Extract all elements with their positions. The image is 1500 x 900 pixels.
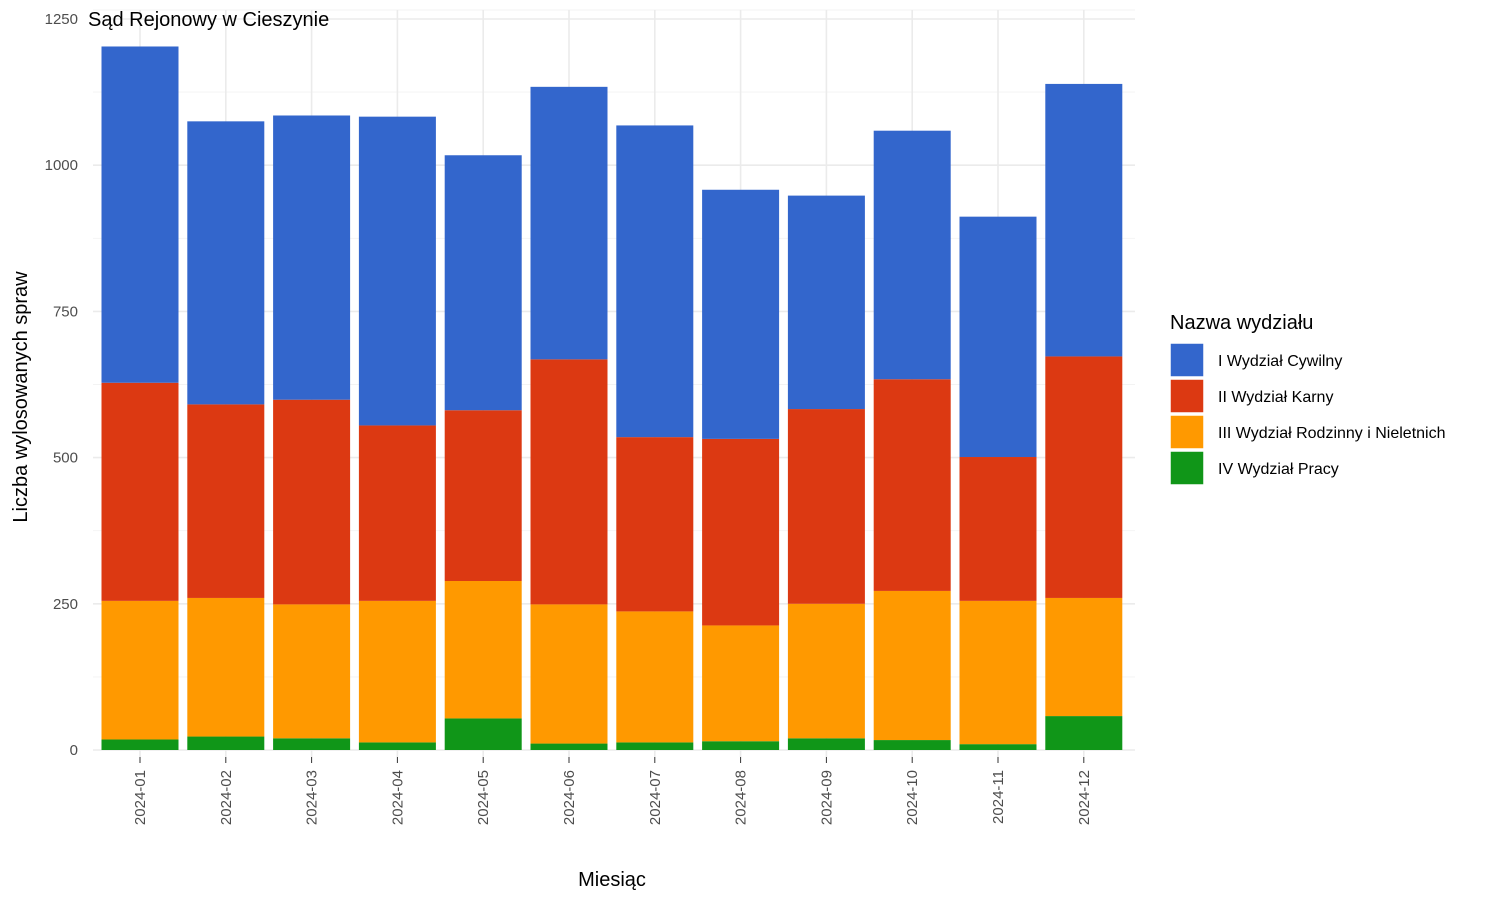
bar-segment bbox=[187, 404, 265, 598]
bar-segment bbox=[358, 425, 436, 601]
x-tick-label: 2024-01 bbox=[132, 770, 149, 825]
bar-segment bbox=[101, 46, 179, 383]
bar-segment bbox=[873, 379, 951, 591]
y-tick-label: 750 bbox=[53, 303, 78, 320]
x-tick-label: 2024-09 bbox=[818, 770, 835, 825]
bar-segment bbox=[702, 625, 780, 742]
x-tick-label: 2024-08 bbox=[733, 770, 750, 825]
bar-segment bbox=[873, 130, 951, 380]
x-tick-label: 2024-03 bbox=[304, 770, 321, 825]
bar-segment bbox=[273, 604, 351, 739]
y-tick-label: 250 bbox=[53, 596, 78, 613]
x-tick-label: 2024-11 bbox=[990, 770, 1007, 824]
bar-segment bbox=[873, 590, 951, 741]
legend-label: IV Wydział Pracy bbox=[1218, 461, 1339, 478]
legend-title: Nazwa wydziału bbox=[1170, 312, 1313, 334]
bar-segment bbox=[787, 409, 865, 604]
x-tick-label: 2024-05 bbox=[475, 770, 492, 825]
bar-segment bbox=[616, 611, 694, 743]
bar-segment bbox=[1045, 597, 1123, 717]
bar-segment bbox=[616, 125, 694, 438]
bar-segment bbox=[1045, 83, 1123, 357]
x-tick-label: 2024-02 bbox=[218, 770, 235, 825]
y-tick-label: 0 bbox=[70, 742, 78, 759]
legend-swatch bbox=[1169, 378, 1205, 414]
bar-segment bbox=[959, 457, 1037, 601]
y-axis-ticks: 0 250 500 750 1000 1250 bbox=[45, 11, 78, 759]
bar-segment bbox=[444, 718, 522, 750]
legend-swatch bbox=[1169, 342, 1205, 378]
bar-segment bbox=[787, 738, 865, 750]
x-tick-label: 2024-12 bbox=[1076, 770, 1093, 825]
bar-segment bbox=[101, 382, 179, 601]
y-axis-title: Liczba wylosowanych spraw bbox=[10, 271, 32, 523]
bar-segment bbox=[444, 155, 522, 411]
bar-segment bbox=[358, 116, 436, 426]
legend-label: I Wydział Cywilny bbox=[1218, 353, 1342, 370]
x-tick-label: 2024-07 bbox=[647, 770, 664, 825]
bar-segment bbox=[1045, 356, 1123, 598]
bar-segment bbox=[702, 438, 780, 626]
bar-segment bbox=[616, 742, 694, 750]
x-axis-title: Miesiąc bbox=[578, 869, 646, 891]
bar-segment bbox=[101, 600, 179, 740]
bar-segment bbox=[959, 744, 1037, 750]
bar-segment bbox=[187, 121, 265, 405]
bar-segment bbox=[273, 738, 351, 750]
bar-segment bbox=[187, 597, 265, 737]
x-tick-label: 2024-06 bbox=[561, 770, 578, 825]
bar-segment bbox=[959, 216, 1037, 458]
legend-label: II Wydział Karny bbox=[1218, 389, 1333, 406]
legend-items: I Wydział Cywilny II Wydział Karny III Wyd… bbox=[1169, 342, 1446, 486]
bar-segment bbox=[787, 195, 865, 410]
bar-segment bbox=[358, 742, 436, 750]
bar-segment bbox=[530, 86, 608, 360]
bar-segment bbox=[530, 359, 608, 605]
bar-segment bbox=[101, 739, 179, 750]
bar-segment bbox=[787, 603, 865, 739]
legend: Nazwa wydziału I Wydział Cywilny II Wydzi… bbox=[1169, 312, 1446, 486]
bar-segment bbox=[273, 399, 351, 605]
bar-segment bbox=[616, 437, 694, 612]
legend-swatch bbox=[1169, 414, 1205, 450]
bar-segment bbox=[187, 736, 265, 750]
bar-segment bbox=[1045, 716, 1123, 750]
bar-segment bbox=[530, 743, 608, 750]
bar-segment bbox=[358, 600, 436, 743]
x-tick-label: 2024-10 bbox=[904, 770, 921, 825]
x-tick-label: 2024-04 bbox=[389, 770, 406, 825]
bars bbox=[101, 46, 1123, 750]
legend-label: III Wydział Rodzinny i Nieletnich bbox=[1218, 425, 1446, 442]
bar-segment bbox=[273, 115, 351, 400]
bar-segment bbox=[530, 604, 608, 744]
bar-segment bbox=[444, 580, 522, 719]
y-tick-label: 1000 bbox=[45, 157, 78, 174]
bar-segment bbox=[702, 741, 780, 750]
y-tick-label: 500 bbox=[53, 450, 78, 467]
bar-segment bbox=[444, 410, 522, 581]
bar-segment bbox=[959, 600, 1037, 745]
legend-swatch bbox=[1169, 450, 1205, 486]
bar-segment bbox=[873, 740, 951, 750]
chart-title: Sąd Rejonowy w Cieszynie bbox=[88, 9, 329, 31]
y-tick-label: 1250 bbox=[45, 11, 78, 28]
x-axis-ticks: 2024-01 2024-02 2024-03 2024-04 2024-05 2024-… bbox=[132, 757, 1093, 825]
bar-segment bbox=[702, 189, 780, 439]
